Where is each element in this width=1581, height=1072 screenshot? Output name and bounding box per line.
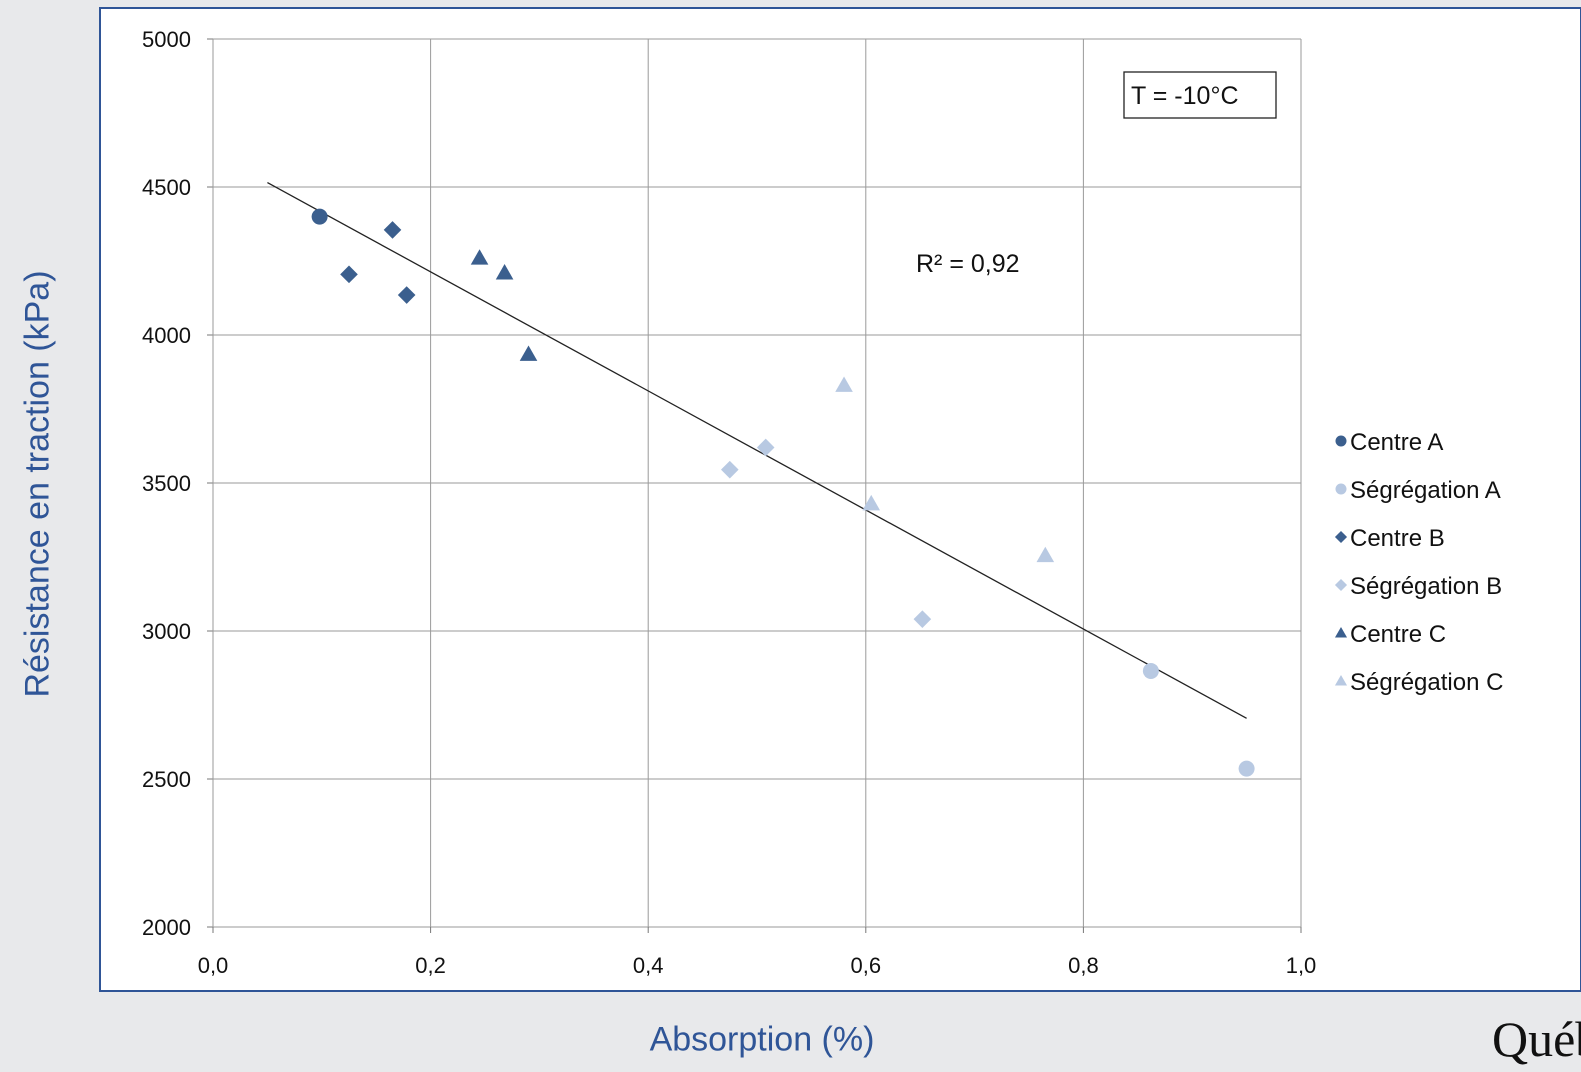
gridlines xyxy=(207,38,1302,933)
data-point xyxy=(862,494,881,511)
data-point xyxy=(756,438,775,457)
data-point xyxy=(835,376,853,392)
y-tick-label: 2000 xyxy=(142,915,191,940)
temperature-label: T = -10°C xyxy=(1131,82,1239,110)
x-tick-label: 0,2 xyxy=(415,953,446,978)
data-point xyxy=(311,208,328,225)
legend-marker xyxy=(1334,674,1348,686)
legend-label: Ségrégation A xyxy=(1350,477,1501,504)
data-point xyxy=(913,610,932,628)
x-tick-label: 0,6 xyxy=(851,953,882,978)
y-tick-label: 4500 xyxy=(142,175,191,200)
tick-labels: 2000 2500 3000 3500 4000 4500 5000 0,0 0,2 0,4 0,6… xyxy=(142,27,1316,978)
r-squared-label: R² = 0,92 xyxy=(916,250,1020,278)
data-point xyxy=(495,264,514,280)
trend-line xyxy=(267,181,1247,719)
x-tick-label: 0,4 xyxy=(633,953,664,978)
data-point xyxy=(519,345,538,361)
y-tick-label: 5000 xyxy=(142,27,191,52)
x-tick-label: 0,8 xyxy=(1068,953,1099,978)
y-tick-label: 3000 xyxy=(142,619,191,644)
legend-marker xyxy=(1335,435,1347,447)
data-points xyxy=(311,208,1255,777)
quebec-logo-text: Québec xyxy=(1492,1011,1581,1067)
y-tick-label: 4000 xyxy=(142,323,191,348)
data-point xyxy=(383,221,402,239)
legend-marker xyxy=(1334,626,1348,638)
x-axis-title: Absorption (%) xyxy=(649,1020,875,1059)
data-point xyxy=(721,460,739,479)
y-axis-title: Résistance en traction (kPa) xyxy=(18,270,57,698)
legend-marker xyxy=(1334,578,1348,592)
data-point xyxy=(340,265,358,284)
legend-label: Centre A xyxy=(1350,429,1443,456)
y-tick-label: 3500 xyxy=(142,471,191,496)
legend-marker xyxy=(1335,483,1347,495)
legend: Centre A Ségrégation A Centre B Ségrégation… xyxy=(1334,429,1503,696)
data-point xyxy=(397,286,416,304)
data-point xyxy=(1036,546,1055,563)
y-tick-label: 2500 xyxy=(142,767,191,792)
chart-area xyxy=(99,7,1581,992)
x-tick-label: 0,0 xyxy=(198,953,229,978)
legend-marker xyxy=(1334,530,1348,544)
legend-label: Centre B xyxy=(1350,525,1445,552)
data-point xyxy=(470,249,489,265)
x-tick-label: 1,0 xyxy=(1286,953,1317,978)
temperature-box xyxy=(1123,71,1277,119)
legend-label: Ségrégation C xyxy=(1350,669,1503,696)
legend-label: Centre C xyxy=(1350,621,1446,648)
data-point xyxy=(1238,760,1255,777)
legend-label: Ségrégation B xyxy=(1350,573,1502,600)
data-point xyxy=(1142,662,1159,679)
